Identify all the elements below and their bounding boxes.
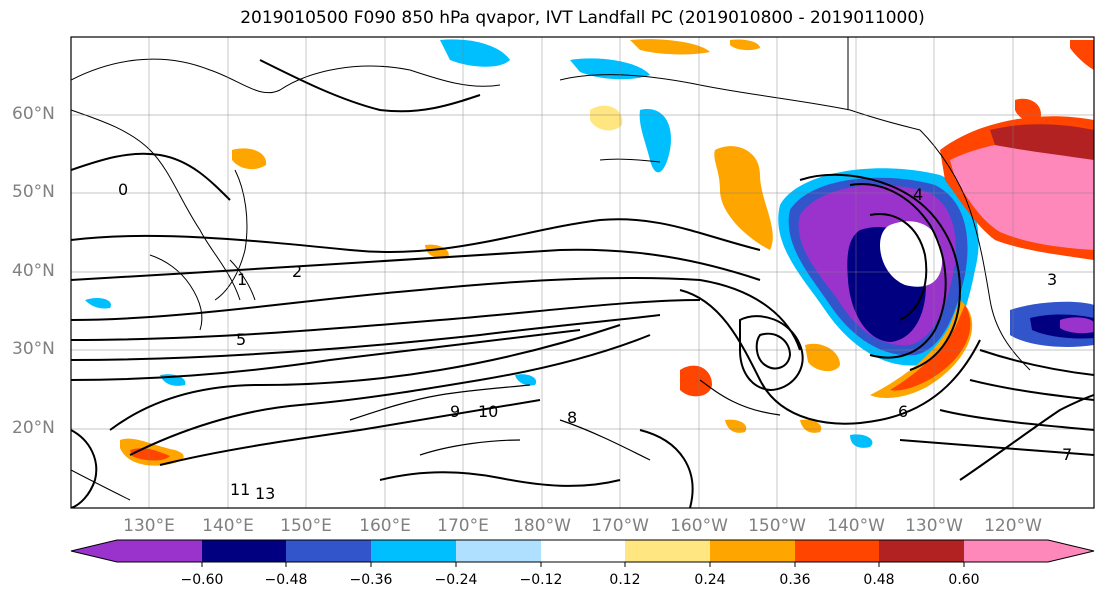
lon-label-150e: 150°E	[280, 516, 332, 536]
colorbar	[70, 539, 1095, 567]
lat-label-20n: 20°N	[12, 418, 55, 438]
colorbar-tick-label: 0.12	[609, 572, 641, 588]
colorbar-tick-label: 0.24	[694, 572, 726, 588]
colorbar-swatch	[710, 540, 795, 562]
colorbar-swatch	[202, 540, 286, 562]
map-title: 2019010500 F090 850 hPa qvapor, IVT Land…	[240, 8, 925, 28]
colorbar-swatch	[541, 540, 625, 562]
colorbar-tick-label: 0.36	[779, 572, 811, 588]
lon-label-140e: 140°E	[202, 516, 254, 536]
colorbar-extend-low	[71, 540, 117, 562]
lon-label-180w: 180°W	[513, 516, 571, 536]
lon-label-150w: 150°W	[748, 516, 806, 536]
colorbar-swatch	[371, 540, 456, 562]
colorbar-tick-label: −0.60	[180, 572, 224, 588]
colorbar-tick-label: −0.12	[519, 572, 563, 588]
shaded-anomaly-fields	[85, 39, 1094, 466]
colorbar-swatch	[795, 540, 879, 562]
lon-label-130w: 130°W	[905, 516, 963, 536]
colorbar-outline	[70, 539, 1095, 563]
lon-label-140w: 140°W	[827, 516, 885, 536]
lon-label-120w: 120°W	[984, 516, 1042, 536]
colorbar-tick-label: −0.24	[434, 572, 478, 588]
colorbar-extend-high	[1048, 540, 1094, 562]
lat-label-60n: 60°N	[12, 104, 55, 124]
lat-label-30n: 30°N	[12, 339, 55, 359]
lon-label-160w: 160°W	[670, 516, 728, 536]
lon-label-160e: 160°E	[359, 516, 411, 536]
colorbar-tick-label: −0.36	[349, 572, 393, 588]
colorbar-swatch	[117, 540, 202, 562]
plot-frame	[70, 36, 1095, 509]
colorbar-tick-label: −0.48	[264, 572, 308, 588]
colorbar-swatch	[879, 540, 964, 562]
graticule	[71, 37, 1094, 508]
colorbar-swatch	[964, 540, 1048, 562]
contour-lines	[71, 59, 1094, 508]
colorbar-tick-label: 0.60	[948, 572, 980, 588]
contour-lines-fine	[349, 379, 781, 461]
lat-label-50n: 50°N	[12, 182, 55, 202]
lon-label-170e: 170°E	[437, 516, 489, 536]
lon-label-170w: 170°W	[591, 516, 649, 536]
colorbar-tick-label: 0.48	[863, 572, 895, 588]
lat-label-40n: 40°N	[12, 261, 55, 281]
map-plot-area	[71, 37, 1094, 508]
lon-label-130e: 130°E	[123, 516, 175, 536]
colorbar-swatch	[625, 540, 710, 562]
colorbar-swatch	[286, 540, 371, 562]
colorbar-swatch	[456, 540, 541, 562]
